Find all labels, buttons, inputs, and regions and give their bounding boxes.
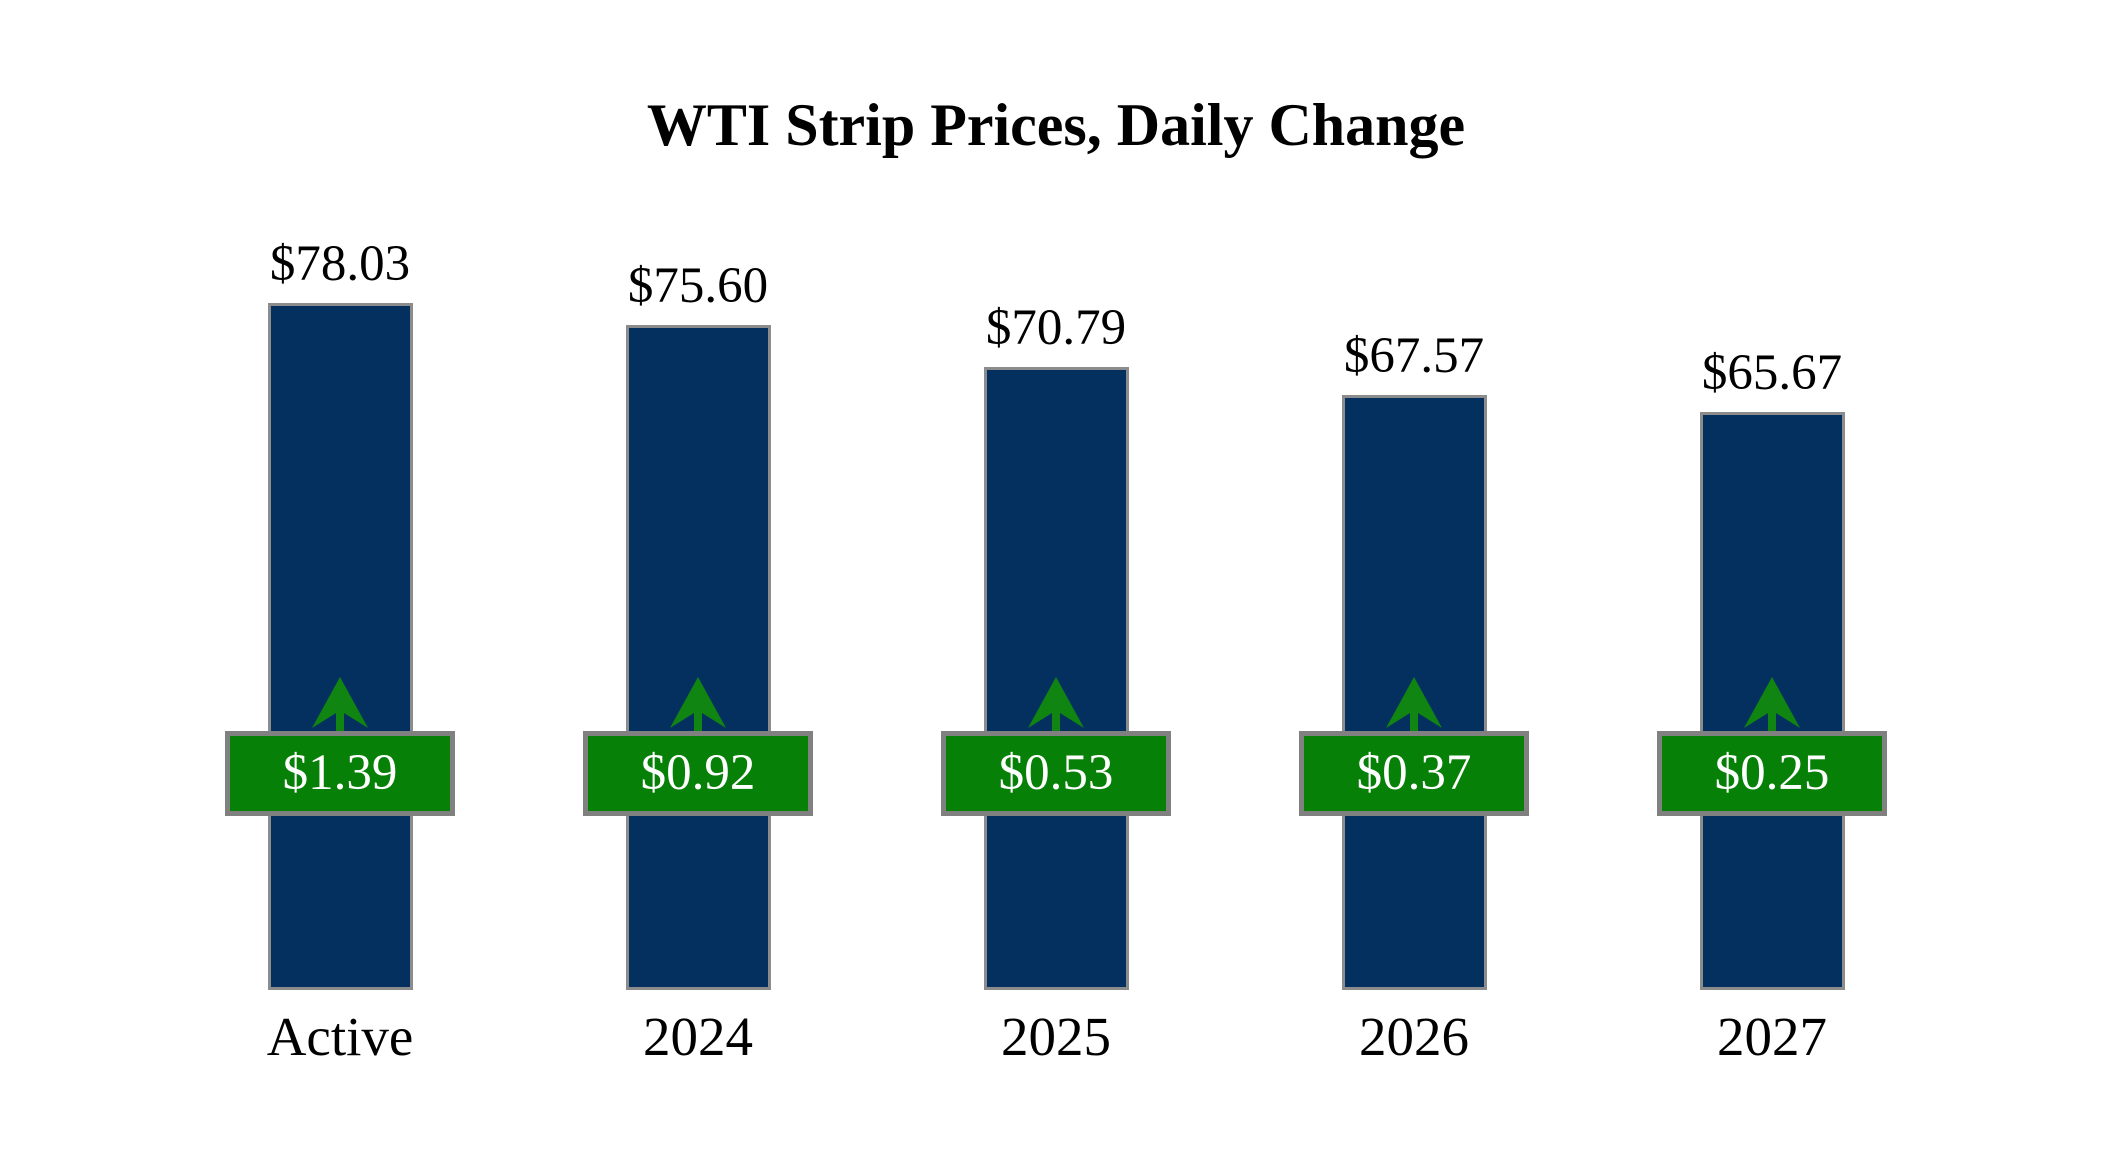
change-badge-label: $0.53	[998, 745, 1114, 801]
price-label: $78.03	[269, 236, 411, 292]
change-badge-label: $0.25	[1714, 745, 1830, 801]
price-label: $67.57	[1343, 328, 1485, 384]
change-badge: $0.25	[1657, 731, 1887, 816]
change-badge-label: $0.37	[1356, 745, 1472, 801]
change-badge: $0.37	[1299, 731, 1529, 816]
category-label: Active	[266, 1005, 414, 1067]
up-arrow-icon	[1744, 677, 1800, 732]
chart-title: WTI Strip Prices, Daily Change	[646, 92, 1466, 158]
category-label: 2024	[643, 1005, 753, 1067]
up-arrow-icon	[670, 677, 726, 732]
change-badge: $1.39	[225, 731, 455, 816]
up-arrow-icon	[312, 677, 368, 732]
change-badge-label: $0.92	[640, 745, 756, 801]
change-badge: $0.92	[583, 731, 813, 816]
category-label: 2027	[1717, 1005, 1827, 1067]
bar	[626, 325, 771, 990]
price-label: $70.79	[985, 300, 1127, 356]
change-badge: $0.53	[941, 731, 1171, 816]
change-badge-label: $1.39	[282, 745, 398, 801]
bar	[268, 303, 413, 990]
price-label: $65.67	[1701, 345, 1843, 401]
category-label: 2026	[1359, 1005, 1469, 1067]
up-arrow-icon	[1028, 677, 1084, 732]
category-label: 2025	[1001, 1005, 1111, 1067]
price-label: $75.60	[627, 258, 769, 314]
up-arrow-icon	[1386, 677, 1442, 732]
